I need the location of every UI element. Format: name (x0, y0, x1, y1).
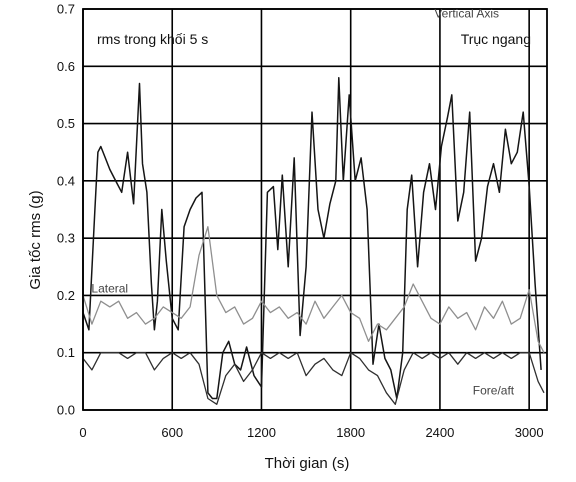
y-tick-label: 0.6 (57, 59, 75, 74)
series-line-lateral (82, 226, 545, 353)
x-tick-label: 3000 (515, 425, 544, 440)
y-tick-label: 0.1 (57, 345, 75, 360)
x-tick-label: 1800 (336, 425, 365, 440)
y-axis-title: Gia tốc rms (g) (27, 190, 44, 289)
x-tick-label: 1200 (247, 425, 276, 440)
plot-frame (82, 8, 548, 411)
y-tick-label: 0.3 (57, 231, 75, 246)
y-tick-label: 0.5 (57, 116, 75, 131)
y-tick-label: 0.2 (57, 288, 75, 303)
series-line-vertical (82, 76, 542, 400)
x-tick-label: 600 (161, 425, 183, 440)
series-line-fore-aft (82, 352, 545, 405)
y-tick-label: 0.4 (57, 173, 75, 188)
series-label: Fore/aft (473, 384, 515, 398)
series-label: Lateral (91, 282, 128, 296)
annotation-axis-name: Trục ngang (461, 31, 531, 47)
x-tick-label: 2400 (425, 425, 454, 440)
series-lines (82, 76, 545, 405)
annotation-rms-block: rms trong khối 5 s (97, 31, 208, 47)
gridlines (82, 8, 547, 411)
x-axis-title: Thời gian (s) (265, 455, 350, 472)
series-labels: Lateral Fore/aft Vertical Axis (91, 7, 514, 398)
series-label: Vertical Axis (434, 7, 499, 21)
x-tick-label: 0 (79, 425, 86, 440)
y-tick-label: 0.0 (57, 403, 75, 418)
y-axis-ticks: 0.0 0.1 0.2 0.3 0.4 0.5 0.6 0.7 (57, 2, 75, 418)
y-tick-label: 0.7 (57, 2, 75, 17)
x-axis-ticks: 0 600 1200 1800 2400 3000 (79, 425, 543, 440)
